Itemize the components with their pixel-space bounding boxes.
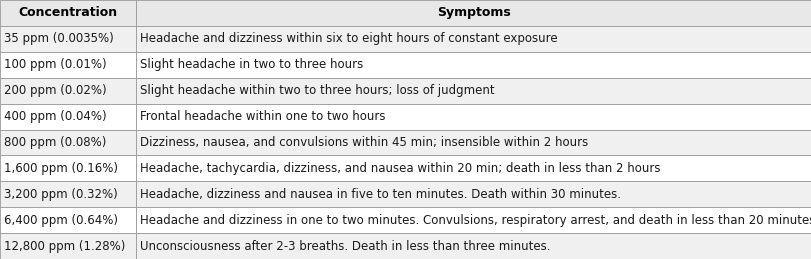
Text: 35 ppm (0.0035%): 35 ppm (0.0035%): [4, 32, 114, 45]
Bar: [136, 52, 811, 78]
Bar: [136, 181, 811, 207]
Text: Headache and dizziness in one to two minutes. Convulsions, respiratory arrest, a: Headache and dizziness in one to two min…: [140, 214, 811, 227]
Bar: [136, 104, 811, 130]
Bar: [0, 181, 136, 207]
Bar: [0, 155, 136, 181]
Text: Headache, dizziness and nausea in five to ten minutes. Death within 30 minutes.: Headache, dizziness and nausea in five t…: [140, 188, 620, 201]
Text: 1,600 ppm (0.16%): 1,600 ppm (0.16%): [4, 162, 118, 175]
Bar: [0, 104, 136, 130]
Text: Dizziness, nausea, and convulsions within 45 min; insensible within 2 hours: Dizziness, nausea, and convulsions withi…: [140, 136, 588, 149]
Bar: [136, 207, 811, 233]
Text: Unconsciousness after 2-3 breaths. Death in less than three minutes.: Unconsciousness after 2-3 breaths. Death…: [140, 240, 551, 253]
Text: 100 ppm (0.01%): 100 ppm (0.01%): [4, 58, 106, 71]
Bar: [0, 78, 136, 104]
Text: 12,800 ppm (1.28%): 12,800 ppm (1.28%): [4, 240, 125, 253]
Bar: [136, 78, 811, 104]
Bar: [136, 155, 811, 181]
Text: 200 ppm (0.02%): 200 ppm (0.02%): [4, 84, 106, 97]
Bar: [0, 130, 136, 155]
Bar: [136, 233, 811, 259]
Text: Headache, tachycardia, dizziness, and nausea within 20 min; death in less than 2: Headache, tachycardia, dizziness, and na…: [140, 162, 660, 175]
Text: Symptoms: Symptoms: [437, 6, 510, 19]
Text: Slight headache within two to three hours; loss of judgment: Slight headache within two to three hour…: [140, 84, 495, 97]
Text: 800 ppm (0.08%): 800 ppm (0.08%): [4, 136, 106, 149]
Text: 400 ppm (0.04%): 400 ppm (0.04%): [4, 110, 106, 123]
Bar: [0, 52, 136, 78]
Text: Frontal headache within one to two hours: Frontal headache within one to two hours: [140, 110, 385, 123]
Bar: [0, 233, 136, 259]
Bar: [136, 26, 811, 52]
Bar: [0, 207, 136, 233]
Bar: [136, 130, 811, 155]
Text: 6,400 ppm (0.64%): 6,400 ppm (0.64%): [4, 214, 118, 227]
Text: 3,200 ppm (0.32%): 3,200 ppm (0.32%): [4, 188, 118, 201]
Bar: [136, 0, 811, 26]
Text: Headache and dizziness within six to eight hours of constant exposure: Headache and dizziness within six to eig…: [140, 32, 557, 45]
Text: Concentration: Concentration: [19, 6, 118, 19]
Bar: [0, 26, 136, 52]
Text: Slight headache in two to three hours: Slight headache in two to three hours: [140, 58, 363, 71]
Bar: [0, 0, 136, 26]
